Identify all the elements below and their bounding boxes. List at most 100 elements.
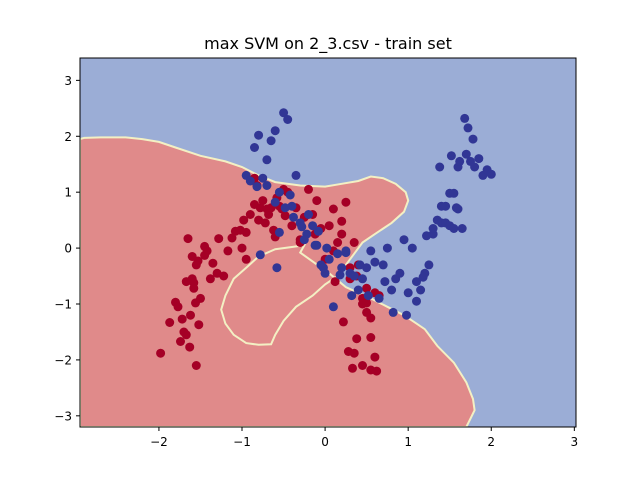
data-point-class-1: [270, 197, 280, 207]
data-point-class-1: [363, 291, 373, 301]
data-point-class-0: [304, 184, 313, 194]
data-point-class-0: [176, 337, 185, 346]
data-point-class-0: [237, 243, 247, 253]
data-point-class-1: [308, 221, 318, 231]
data-point-class-1: [313, 226, 323, 236]
data-point-class-1: [347, 291, 357, 301]
data-point-class-1: [262, 155, 272, 165]
data-point-class-0: [223, 246, 233, 256]
data-point-class-1: [470, 162, 480, 172]
data-point-class-1: [341, 248, 351, 258]
data-point-class-1: [378, 260, 388, 270]
data-point-class-1: [403, 288, 413, 298]
data-point-class-1: [449, 188, 459, 198]
data-point-class-0: [214, 234, 224, 244]
data-point-class-0: [173, 302, 183, 312]
data-point-class-1: [382, 243, 392, 253]
data-point-class-1: [387, 285, 397, 295]
data-point-class-0: [370, 352, 380, 362]
data-point-class-1: [337, 263, 347, 273]
data-point-class-0: [333, 238, 343, 247]
y-tick-label: 0: [64, 242, 72, 256]
data-point-class-1: [299, 235, 309, 245]
data-point-class-1: [460, 113, 470, 123]
data-point-class-0: [165, 318, 175, 327]
data-point-class-1: [418, 272, 428, 282]
data-point-class-0: [362, 283, 372, 293]
data-point-class-0: [196, 293, 205, 303]
data-point-class-0: [156, 348, 166, 358]
data-point-class-1: [457, 224, 467, 233]
data-point-class-0: [362, 307, 372, 317]
x-tick-label: −1: [233, 435, 251, 449]
data-point-class-0: [328, 204, 338, 214]
data-point-class-0: [362, 298, 372, 308]
data-point-class-1: [322, 243, 332, 253]
data-point-class-1: [349, 271, 359, 281]
data-point-class-0: [205, 274, 215, 284]
data-point-class-0: [245, 210, 255, 219]
data-point-class-1: [435, 162, 445, 172]
y-tick-label: 1: [64, 186, 72, 200]
data-point-class-1: [285, 190, 295, 200]
data-point-class-1: [252, 182, 262, 192]
data-point-class-0: [341, 197, 351, 207]
data-point-class-0: [200, 241, 210, 251]
data-point-class-0: [287, 221, 297, 231]
data-point-class-0: [349, 348, 359, 358]
plot-frame: [79, 57, 577, 428]
data-point-class-1: [355, 260, 365, 270]
data-point-class-0: [187, 252, 197, 261]
data-point-class-1: [358, 274, 367, 284]
data-point-class-0: [349, 238, 359, 247]
data-point-class-1: [422, 231, 431, 241]
data-point-class-1: [274, 227, 284, 237]
data-point-class-0: [337, 229, 347, 239]
data-point-class-1: [399, 235, 409, 245]
data-point-class-1: [255, 250, 265, 260]
data-point-class-1: [486, 169, 496, 179]
data-point-class-1: [297, 222, 307, 232]
data-point-class-0: [372, 366, 382, 376]
data-point-class-0: [208, 258, 218, 268]
chart-title: max SVM on 2_3.csv - train set: [204, 34, 452, 54]
data-point-class-0: [239, 215, 249, 225]
data-point-class-1: [424, 260, 434, 270]
data-point-class-1: [449, 224, 459, 233]
data-point-class-0: [181, 277, 191, 287]
data-point-class-1: [402, 310, 411, 320]
data-point-class-0: [191, 260, 201, 270]
x-tick-label: 3: [571, 435, 579, 449]
data-point-class-1: [250, 143, 259, 152]
data-point-class-1: [272, 263, 282, 273]
data-point-class-0: [330, 277, 340, 287]
data-point-class-1: [463, 123, 473, 133]
data-point-class-1: [258, 173, 268, 183]
data-point-class-0: [337, 216, 347, 226]
data-point-class-1: [412, 296, 421, 306]
data-point-class-1: [474, 154, 484, 164]
data-point-class-0: [352, 334, 362, 344]
data-point-class-0: [189, 283, 199, 293]
data-point-class-0: [258, 196, 268, 206]
data-point-class-1: [407, 243, 417, 253]
data-point-class-0: [219, 271, 229, 281]
data-point-class-0: [194, 320, 204, 330]
data-point-class-1: [289, 212, 298, 222]
y-tick-label: −2: [54, 353, 72, 367]
data-point-class-1: [270, 126, 280, 136]
data-point-class-1: [446, 151, 456, 161]
x-tick-label: −2: [150, 435, 168, 449]
data-point-class-0: [186, 310, 195, 320]
data-point-class-0: [358, 361, 367, 370]
data-point-class-1: [262, 181, 272, 190]
data-point-class-0: [191, 361, 201, 370]
data-point-class-1: [353, 285, 363, 295]
data-point-class-1: [412, 277, 421, 287]
data-point-class-1: [380, 277, 390, 287]
data-point-class-0: [181, 330, 191, 340]
data-point-class-1: [280, 203, 290, 213]
class-1-points: [241, 108, 496, 320]
data-point-class-0: [324, 221, 334, 231]
